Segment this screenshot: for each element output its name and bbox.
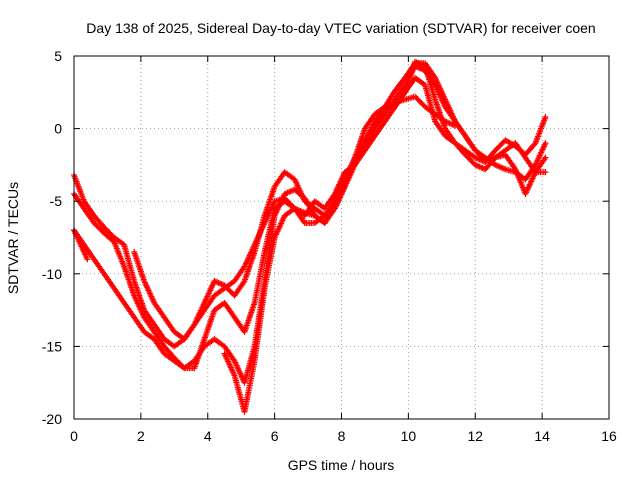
- x-tick-label: 8: [338, 428, 346, 444]
- axis-ticks: 0 2 4 6 8 10 12 14 16 -20 -15 -10 -5 0 5: [42, 48, 617, 444]
- data-point-marker: [542, 140, 549, 147]
- x-axis-label: GPS time / hours: [288, 457, 395, 473]
- series-track-5: [221, 93, 459, 415]
- y-tick-label: 0: [54, 121, 62, 137]
- x-tick-label: 0: [70, 428, 78, 444]
- series-layer: [71, 58, 549, 415]
- series-track-6: [71, 227, 91, 263]
- x-tick-label: 16: [601, 428, 617, 444]
- data-point-marker: [84, 256, 91, 263]
- data-point-marker: [452, 122, 459, 129]
- y-axis-label: SDTVAR / TECUs: [5, 182, 21, 294]
- y-tick-label: 5: [54, 48, 62, 64]
- x-tick-label: 6: [271, 428, 279, 444]
- x-tick-label: 4: [204, 428, 212, 444]
- data-point-marker: [542, 169, 549, 176]
- x-tick-label: 10: [401, 428, 417, 444]
- data-point-marker: [542, 154, 549, 161]
- x-tick-label: 14: [534, 428, 550, 444]
- data-point-marker: [542, 113, 549, 120]
- chart-title: Day 138 of 2025, Sidereal Day-to-day VTE…: [86, 20, 595, 36]
- grid-lines: [74, 56, 609, 419]
- y-tick-label: -10: [42, 266, 62, 282]
- x-tick-label: 2: [137, 428, 145, 444]
- y-tick-label: -20: [42, 411, 62, 427]
- y-tick-label: -5: [50, 193, 63, 209]
- y-tick-label: -15: [42, 338, 62, 354]
- x-tick-label: 12: [467, 428, 483, 444]
